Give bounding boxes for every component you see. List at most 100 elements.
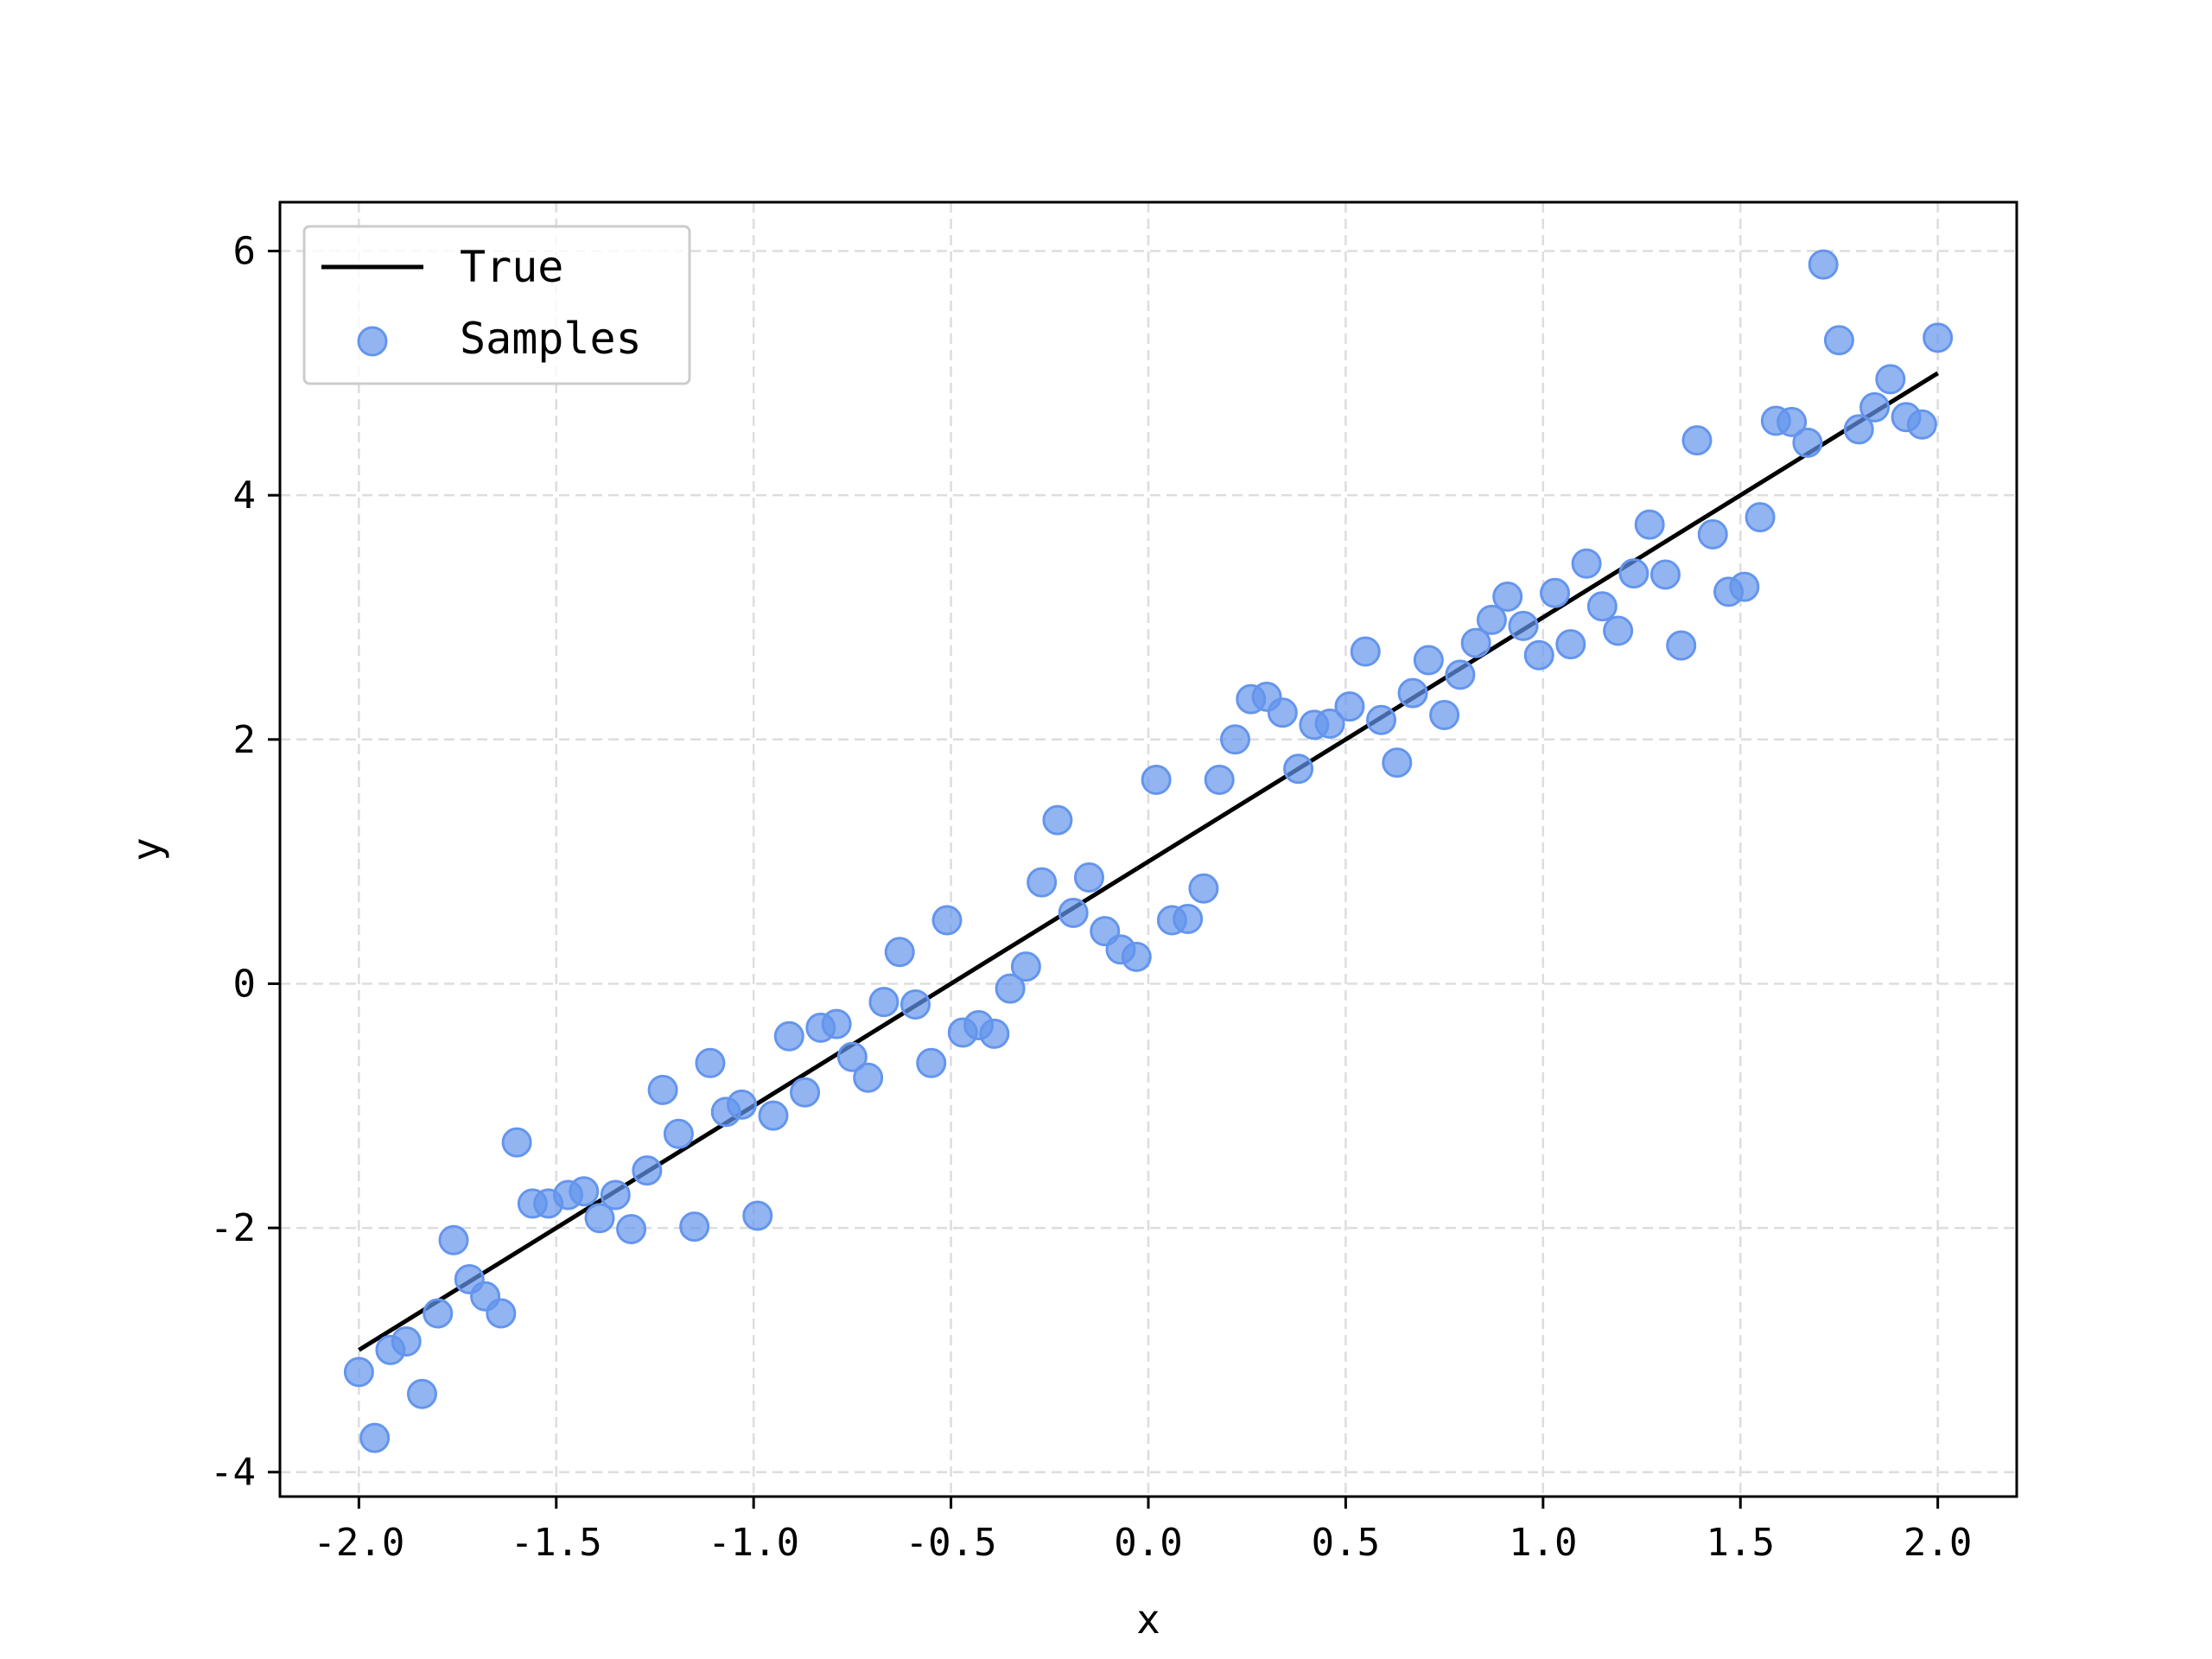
sample-point — [1267, 697, 1298, 728]
y-tick-label: -4 — [210, 1451, 256, 1495]
x-tick-label: -1.0 — [708, 1521, 799, 1565]
sample-point — [1220, 724, 1250, 755]
sample-point — [632, 1155, 663, 1186]
sample-point — [1188, 873, 1219, 904]
sample-point — [1808, 249, 1839, 280]
sample-point — [663, 1118, 694, 1149]
sample-point — [584, 1203, 615, 1234]
x-tick-label: -1.5 — [511, 1521, 602, 1565]
sample-point — [836, 1041, 868, 1072]
sample-point — [423, 1298, 454, 1329]
sample-point — [1634, 509, 1665, 540]
sample-point — [1010, 951, 1041, 982]
sample-point — [1586, 591, 1618, 622]
y-axis-label: y — [124, 837, 170, 861]
x-tick-label: -2.0 — [313, 1521, 404, 1565]
sample-point — [1413, 645, 1444, 676]
sample-point — [1397, 677, 1428, 709]
sample-point — [695, 1047, 726, 1078]
sample-point — [486, 1298, 517, 1329]
sample-point — [931, 905, 963, 936]
sample-point — [1283, 753, 1314, 785]
sample-point — [647, 1074, 678, 1105]
sample-point — [773, 1020, 804, 1052]
legend-label-samples: Samples — [460, 314, 642, 364]
sample-point — [1859, 391, 1891, 423]
x-tick-label: 0.0 — [1114, 1521, 1182, 1565]
sample-point — [501, 1127, 532, 1158]
sample-point — [1058, 897, 1089, 928]
sample-point — [1476, 604, 1507, 635]
x-tick-label: -0.5 — [906, 1521, 997, 1565]
sample-point — [790, 1077, 821, 1108]
sample-point — [1745, 502, 1776, 533]
sample-point — [1042, 804, 1073, 836]
sample-point — [1875, 364, 1906, 395]
sample-point — [438, 1224, 469, 1255]
sample-point — [1555, 629, 1586, 660]
y-tick-label: 0 — [233, 962, 257, 1006]
sample-point — [1366, 704, 1397, 735]
sample-point — [1923, 322, 1954, 353]
sample-point — [758, 1100, 789, 1131]
sample-point — [1334, 691, 1365, 722]
sample-point — [1681, 425, 1713, 456]
sample-point — [1445, 659, 1476, 690]
legend-point-swatch — [357, 326, 388, 357]
sample-point — [1697, 518, 1728, 550]
sample-point — [1666, 630, 1697, 661]
y-tick-label: 2 — [233, 718, 257, 762]
sample-point — [359, 1422, 391, 1453]
sample-point — [1777, 406, 1808, 437]
sample-point — [742, 1200, 773, 1231]
sample-point — [1540, 577, 1571, 608]
sample-point — [726, 1089, 757, 1120]
sample-point — [1314, 708, 1345, 739]
sample-point — [406, 1378, 437, 1409]
sample-point — [391, 1326, 422, 1357]
sample-point — [1492, 581, 1523, 612]
sample-point — [1508, 610, 1539, 641]
sample-point — [1173, 904, 1204, 935]
x-tick-label: 0.5 — [1312, 1521, 1380, 1565]
sample-point — [868, 987, 899, 1018]
sample-point — [1843, 414, 1874, 445]
x-axis-label: x — [1136, 1596, 1160, 1643]
sample-point — [343, 1357, 374, 1388]
sample-point — [1350, 636, 1381, 667]
sample-point — [1429, 700, 1460, 731]
x-tick-label: 1.0 — [1509, 1521, 1577, 1565]
sample-point — [821, 1008, 852, 1039]
sample-point — [1649, 559, 1681, 590]
sample-point — [1523, 639, 1554, 671]
sample-point — [979, 1018, 1010, 1049]
legend: True Samples — [302, 225, 691, 385]
sample-point — [995, 973, 1026, 1004]
sample-point — [1027, 867, 1058, 898]
sample-point — [1141, 764, 1172, 795]
x-axis-ticks: -2.0 -1.5 -1.0 -0.5 0.0 0.5 1.0 1.5 2.0 — [313, 1497, 1972, 1565]
sample-point — [899, 988, 931, 1020]
sample-point — [1204, 764, 1235, 795]
y-tick-label: 4 — [233, 474, 257, 518]
sample-point — [1792, 427, 1823, 458]
sample-point — [884, 937, 915, 968]
sample-point — [1460, 627, 1491, 658]
y-tick-label: -2 — [210, 1206, 256, 1250]
x-tick-label: 2.0 — [1904, 1521, 1972, 1565]
sample-point — [569, 1176, 600, 1207]
x-tick-label: 1.5 — [1706, 1521, 1774, 1565]
sample-point — [1073, 862, 1104, 893]
sample-point — [1382, 747, 1413, 779]
sample-point — [679, 1211, 710, 1243]
sample-point — [853, 1062, 884, 1093]
sample-point — [1906, 409, 1937, 440]
sample-point — [1823, 325, 1854, 356]
sample-point — [1618, 558, 1649, 589]
sample-point — [1571, 548, 1602, 579]
sample-point — [1603, 615, 1634, 646]
sample-point — [616, 1214, 647, 1245]
sample-point — [600, 1179, 631, 1211]
sample-point — [1121, 941, 1152, 972]
